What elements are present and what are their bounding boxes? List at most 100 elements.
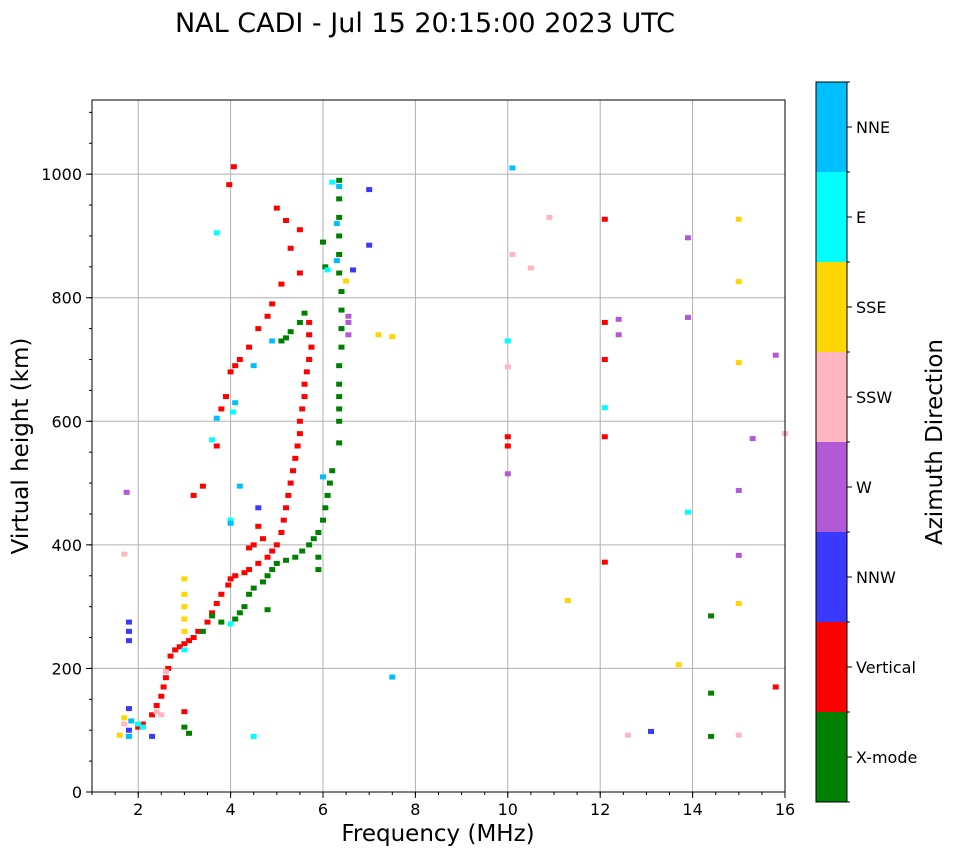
echo-point-vertical xyxy=(213,601,220,607)
echo-point-x-mode xyxy=(315,554,322,560)
echo-point-sse xyxy=(389,334,396,340)
echo-point-x-mode xyxy=(708,613,715,619)
echo-point-nne xyxy=(213,415,220,421)
echo-point-x-mode xyxy=(246,591,253,597)
y-tick-label: 400 xyxy=(51,536,82,555)
colorbar-label: X-mode xyxy=(856,748,917,767)
echo-point-vertical xyxy=(273,542,280,548)
echo-point-x-mode xyxy=(283,335,290,341)
echo-point-vertical xyxy=(772,684,779,690)
echo-point-vertical xyxy=(135,724,142,730)
echo-point-x-mode xyxy=(329,468,336,474)
x-tick-label: 6 xyxy=(318,800,328,819)
plot-frame xyxy=(91,99,786,793)
echo-point-w xyxy=(345,313,352,319)
echo-point-sse xyxy=(121,715,128,721)
echo-point-w xyxy=(772,352,779,358)
echo-point-vertical xyxy=(227,369,234,375)
echo-point-vertical xyxy=(269,548,276,554)
colorbar: X-mode Vertical NNW W SSW SSE E NNE xyxy=(815,81,917,803)
echo-point-x-mode xyxy=(250,585,257,591)
echo-point-ssw xyxy=(162,669,169,675)
echo-point-e xyxy=(601,405,608,411)
echo-point-vertical xyxy=(301,381,308,387)
echo-point-w xyxy=(615,332,622,338)
echo-point-ssw xyxy=(735,732,742,738)
echo-point-vertical xyxy=(250,542,257,548)
echo-point-vertical xyxy=(255,326,262,332)
echo-point-vertical xyxy=(306,357,313,362)
echo-point-vertical xyxy=(139,721,146,727)
colorbar-swatch-vertical xyxy=(816,622,847,712)
colorbar-label: SSW xyxy=(856,388,892,407)
echo-point-w xyxy=(345,332,352,338)
echo-point-e xyxy=(139,724,146,730)
x-tick-label: 12 xyxy=(590,800,610,819)
echo-point-w xyxy=(123,489,130,495)
echo-point-vertical xyxy=(280,517,287,523)
x-tick-label: 8 xyxy=(410,800,420,819)
echo-point-vertical xyxy=(209,610,216,616)
echo-point-ssw xyxy=(509,251,516,257)
x-tick-label: 14 xyxy=(682,800,702,819)
echo-point-vertical xyxy=(162,675,169,681)
echo-point-vertical xyxy=(601,357,608,362)
echo-point-x-mode xyxy=(299,548,306,554)
echo-point-x-mode xyxy=(320,517,326,523)
echo-point-vertical xyxy=(287,480,294,486)
colorbar-swatch-x-mode xyxy=(816,712,847,802)
echo-point-vertical xyxy=(601,216,608,222)
echo-point-e xyxy=(181,647,188,653)
echo-point-e xyxy=(213,230,220,236)
echo-point-vertical xyxy=(190,635,197,641)
echo-point-nne xyxy=(333,221,340,227)
echo-point-vertical xyxy=(213,443,220,449)
echo-point-ssw xyxy=(546,214,553,220)
echo-point-x-mode xyxy=(336,196,343,202)
echo-point-nnw xyxy=(366,242,373,248)
y-tick-label: 1000 xyxy=(41,165,82,184)
echo-point-vertical xyxy=(303,369,310,375)
echo-point-x-mode xyxy=(292,554,299,560)
echo-point-x-mode xyxy=(315,567,322,573)
echo-point-x-mode xyxy=(209,613,216,619)
echo-point-vertical xyxy=(158,693,165,699)
echo-point-w xyxy=(345,319,352,325)
echo-point-x-mode xyxy=(301,310,308,316)
y-tick-label: 600 xyxy=(51,412,82,431)
colorbar-label: SSE xyxy=(856,298,886,317)
echo-point-vertical xyxy=(225,582,232,588)
echo-point-vertical xyxy=(153,703,160,708)
echo-point-x-mode xyxy=(296,319,303,325)
echo-point-vertical xyxy=(296,431,303,437)
echo-point-vertical xyxy=(283,217,290,223)
echo-point-vertical xyxy=(299,406,306,412)
x-tick-label: 16 xyxy=(775,800,795,819)
echo-point-x-mode xyxy=(322,264,329,270)
echo-point-nnw xyxy=(125,638,132,644)
echo-point-x-mode xyxy=(336,381,343,387)
echo-point-vertical xyxy=(181,709,188,715)
echo-point-vertical xyxy=(246,545,253,551)
colorbar-label: NNW xyxy=(856,568,896,587)
echo-point-vertical xyxy=(204,619,211,625)
echo-point-vertical xyxy=(601,559,608,565)
echo-point-w xyxy=(504,471,511,477)
echo-point-vertical xyxy=(241,570,248,576)
echo-point-x-mode xyxy=(283,557,290,563)
echo-point-nne xyxy=(236,483,243,489)
echo-point-x-mode xyxy=(708,733,715,739)
echo-point-vertical xyxy=(218,406,225,412)
echo-point-vertical xyxy=(264,554,271,560)
echo-point-x-mode xyxy=(336,233,343,239)
echo-point-ssw xyxy=(121,551,128,557)
echo-point-x-mode xyxy=(336,363,343,369)
colorbar-swatch-ssw xyxy=(816,352,847,442)
echo-point-vertical xyxy=(160,684,167,690)
data-points xyxy=(116,164,788,739)
echo-point-x-mode xyxy=(315,530,322,535)
echo-point-e xyxy=(324,267,331,273)
echo-point-vertical xyxy=(289,468,296,474)
echo-point-vertical xyxy=(226,182,233,188)
